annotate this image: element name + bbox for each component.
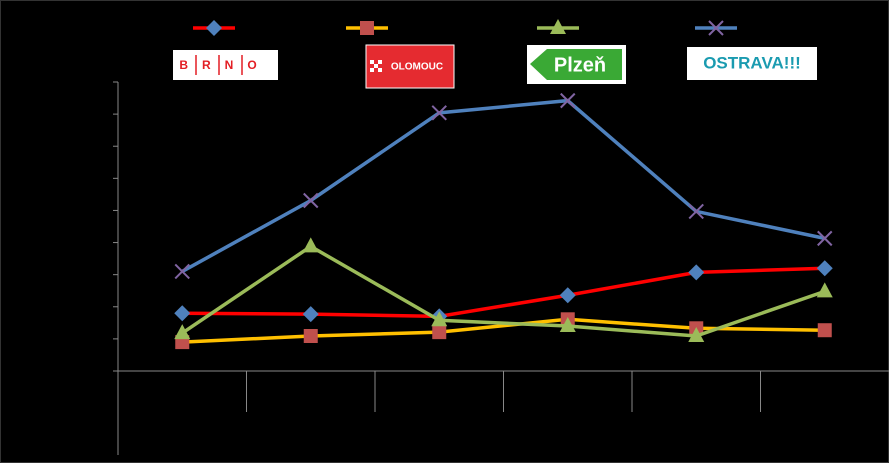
marker — [688, 326, 705, 342]
legend-logos: BRNO OLOMOUC Plzeň OSTRAVA!!! — [173, 44, 817, 89]
marker — [817, 230, 833, 247]
marker — [303, 328, 318, 343]
marker — [560, 92, 576, 109]
marker — [431, 311, 448, 327]
series-line — [181, 98, 826, 273]
logo-bars — [195, 55, 243, 75]
marker — [174, 305, 191, 322]
marker — [688, 203, 704, 220]
legend-marker — [206, 20, 222, 36]
logo-box — [365, 44, 455, 89]
legend-label: OSTRAVA!!! — [703, 53, 801, 72]
marker — [174, 324, 191, 340]
marker — [688, 264, 705, 281]
marker — [302, 237, 319, 253]
logo-arrow — [530, 49, 622, 80]
marker — [816, 282, 833, 298]
series-line — [182, 266, 825, 319]
series-line — [181, 244, 826, 338]
marker — [302, 306, 319, 323]
legend-marker — [360, 21, 374, 35]
marker — [174, 263, 190, 280]
marker — [559, 317, 576, 333]
legend-marker — [550, 19, 566, 34]
logo-box — [687, 47, 817, 80]
logo-box — [173, 50, 278, 80]
marker — [432, 325, 447, 340]
marker — [303, 192, 319, 209]
legend-label: BRNO — [179, 58, 270, 72]
logo-icon — [370, 60, 382, 72]
marker — [559, 287, 576, 304]
marker — [816, 260, 833, 277]
marker — [431, 105, 447, 121]
legend-label: Plzeň — [554, 54, 606, 76]
legend-marker — [708, 20, 724, 36]
marker — [817, 323, 832, 338]
legend-label: OLOMOUC — [391, 62, 443, 73]
